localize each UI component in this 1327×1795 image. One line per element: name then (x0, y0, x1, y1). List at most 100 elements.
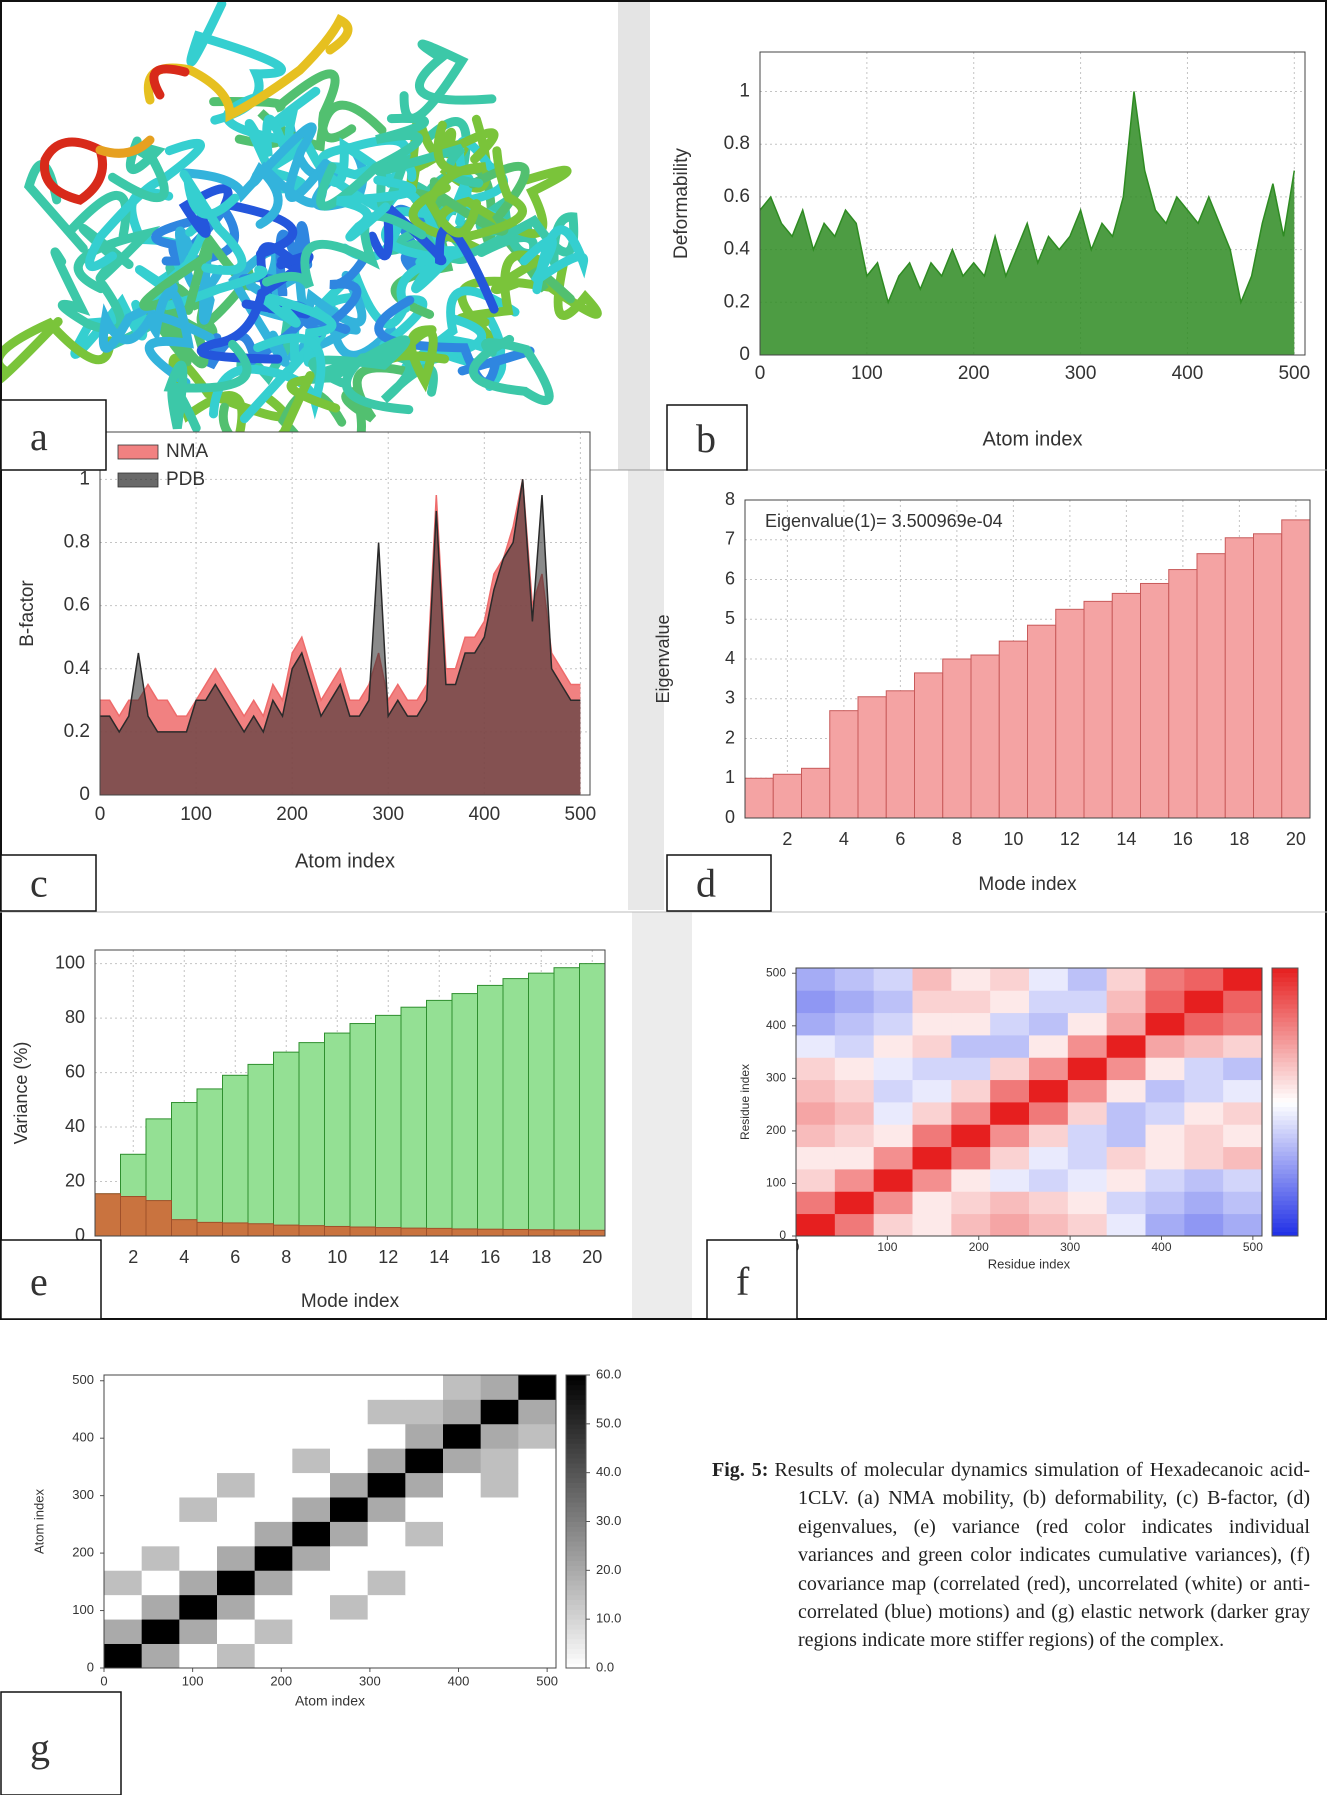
heatmap-cell (480, 1643, 519, 1669)
colorbar-segment (566, 1404, 586, 1410)
x-tick-label: 300 (372, 804, 404, 825)
bar (970, 654, 1000, 819)
heatmap-cell (217, 1521, 256, 1547)
heatmap-cell (1223, 1035, 1263, 1058)
colorbar-segment (1272, 1177, 1298, 1183)
separator (632, 912, 692, 1318)
colorbar-segment (566, 1599, 586, 1606)
bar (247, 1223, 274, 1237)
y-tick-label: 7 (725, 529, 735, 549)
heatmap-cell (104, 1423, 143, 1449)
heatmap-cell (834, 1102, 875, 1125)
heatmap-cell (292, 1497, 331, 1522)
backbone (144, 287, 215, 387)
y-tick-label: 300 (766, 1071, 786, 1085)
heatmap-cell (1145, 1102, 1185, 1125)
y-tick-label: 0.6 (64, 595, 90, 616)
heatmap-cell (1029, 1102, 1069, 1125)
chart: 0 20 40 60 80 100 2 4 6 8 10 12 14 16 18 20 Mode index Va… (11, 949, 606, 1312)
heatmap-cell (518, 1423, 557, 1449)
plot-frame (103, 1374, 557, 1669)
heatmap-cell (480, 1570, 519, 1596)
backbone (256, 290, 337, 367)
heatmap-cell (1106, 1213, 1146, 1237)
colorbar-segment (1272, 1227, 1298, 1233)
heatmap-cell (796, 1146, 836, 1170)
colorbar-segment (1272, 1151, 1298, 1157)
heatmap-cell (951, 1146, 991, 1170)
heatmap-cell (141, 1423, 180, 1449)
colorbar-segment (566, 1399, 586, 1405)
heatmap-cell (1106, 1124, 1146, 1148)
heatmap-cell (480, 1399, 519, 1425)
heatmap-cell (873, 968, 913, 991)
colorbar-segment (566, 1584, 586, 1591)
backbone (168, 353, 289, 439)
heatmap-cell (443, 1570, 482, 1596)
colorbar-segment (1272, 1128, 1298, 1134)
heatmap-cell (405, 1643, 444, 1669)
heatmap-cell (217, 1545, 256, 1571)
bar (579, 1229, 606, 1237)
bar (375, 1227, 402, 1237)
bar (196, 1221, 223, 1237)
heatmap-cell (951, 1102, 991, 1125)
x-tick-label: 18 (1229, 829, 1249, 849)
x-tick-label: 400 (1151, 1240, 1171, 1254)
backbone (336, 175, 417, 242)
colorbar-tick-label: 0.0 (596, 1659, 614, 1674)
x-tick-label: 400 (1172, 363, 1204, 384)
colorbar-segment (566, 1628, 586, 1635)
heatmap-cell (1029, 968, 1069, 991)
y-tick-label: 100 (766, 1176, 786, 1190)
x-tick-label: 200 (969, 1240, 989, 1254)
legend-swatch (117, 472, 159, 488)
heatmap-cell (217, 1472, 256, 1498)
heatmap-cell (405, 1375, 444, 1400)
heatmap-cell (834, 1057, 875, 1081)
heatmap-cell (405, 1448, 444, 1474)
separator (628, 470, 664, 910)
colorbar-segment (566, 1379, 586, 1386)
colorbar-segment (1272, 1008, 1298, 1014)
heatmap-cell (990, 1169, 1030, 1192)
x-tick-label: 10 (1003, 829, 1023, 849)
heatmap-cell (1223, 1191, 1263, 1215)
x-tick-label: 100 (180, 804, 212, 825)
colorbar-segment (566, 1570, 586, 1576)
panel-label: g (30, 1725, 50, 1770)
y-tick-label: 80 (65, 1007, 85, 1027)
heatmap-cell (141, 1497, 180, 1522)
heatmap-cell (330, 1570, 369, 1596)
heatmap-cell (1223, 1169, 1263, 1192)
heatmap-cell (254, 1497, 293, 1522)
x-tick-label: 8 (952, 829, 962, 849)
y-tick-label: 0.4 (64, 658, 91, 679)
bar (528, 1229, 555, 1237)
heatmap-cell (834, 1146, 875, 1170)
colorbar-segment (1272, 1191, 1298, 1197)
x-tick-label: 200 (276, 804, 308, 825)
colorbar-segment (1272, 1035, 1298, 1040)
heatmap-cell (1067, 990, 1108, 1014)
heatmap-cell (405, 1545, 444, 1571)
heatmap-cell (179, 1570, 218, 1596)
x-tick-label: 20 (582, 1247, 602, 1267)
heatmap-cell (873, 1124, 913, 1148)
heatmap-cell (254, 1448, 293, 1474)
y-tick-label: 400 (766, 1018, 786, 1032)
heatmap-cell (1106, 1191, 1146, 1215)
heatmap-cell (1029, 1191, 1069, 1215)
heatmap-cell (1184, 1102, 1224, 1125)
heatmap-cell (330, 1619, 369, 1644)
heatmap-cell (796, 1124, 836, 1148)
heatmap-cell (480, 1594, 519, 1620)
heatmap-cell (443, 1423, 482, 1449)
bar (120, 1196, 147, 1237)
colorbar-segment (566, 1501, 586, 1508)
bar (1224, 537, 1254, 819)
bar (400, 1006, 427, 1237)
heatmap-cell (330, 1497, 369, 1522)
heatmap-cell (1029, 1079, 1069, 1103)
